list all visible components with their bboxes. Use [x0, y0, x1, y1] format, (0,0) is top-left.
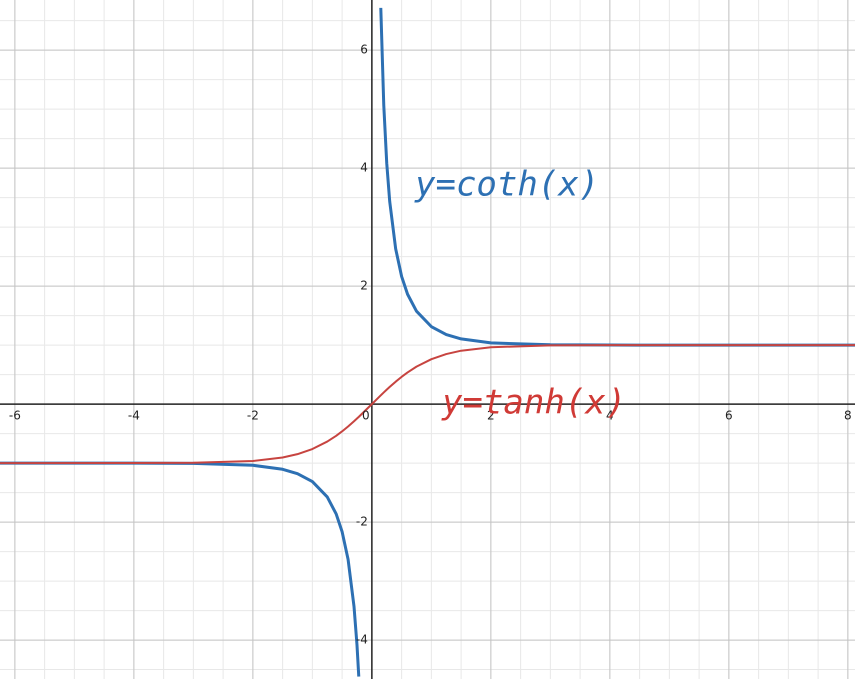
- x-tick-label: 4: [606, 409, 614, 423]
- curves: [0, 7, 855, 677]
- x-tick-label: -6: [9, 409, 21, 423]
- x-tick-label: -2: [247, 409, 259, 423]
- y-tick-label: -2: [356, 515, 368, 529]
- y-tick-label: 6: [360, 43, 368, 57]
- x-tick-label: -4: [128, 409, 140, 423]
- x-tick-label: 6: [725, 409, 733, 423]
- x-tick-label: 0: [362, 409, 370, 423]
- coth-annotation: y=coth(x): [414, 165, 599, 205]
- y-tick-label: 2: [360, 279, 368, 293]
- tanh-annotation: y=tanh(x): [441, 383, 626, 423]
- x-tick-label: 8: [844, 409, 852, 423]
- labels: -6 -4 -2 0 2 4 6 8 -4 -2 2 4 6 y=coth(x) y=tanh(x): [9, 43, 852, 647]
- y-tick-label: -4: [356, 633, 368, 647]
- curve: [0, 7, 855, 677]
- curve: [0, 344, 855, 465]
- y-tick-label: 4: [360, 161, 368, 175]
- x-tick-label: 2: [487, 409, 495, 423]
